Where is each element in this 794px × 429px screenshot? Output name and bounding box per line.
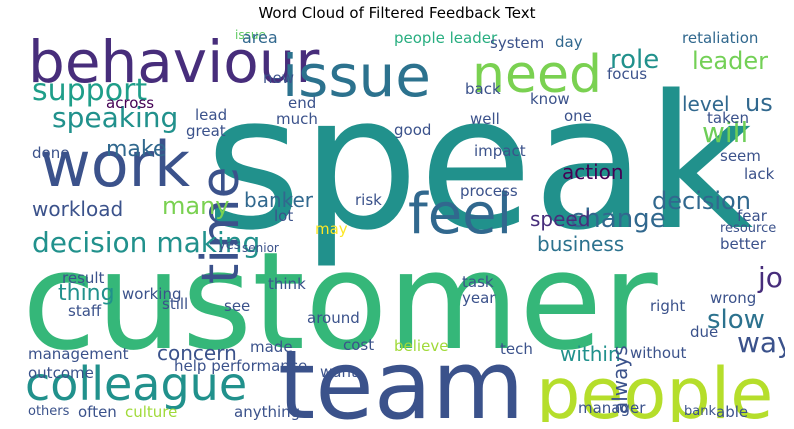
word-help-performance: help performance [174,357,308,375]
word-lack: lack [744,165,775,183]
word-focus: focus [607,65,648,83]
word-decision: decision [652,187,751,215]
word-management: management [28,345,129,363]
word-issue: issue [235,29,266,42]
word-process: process [460,182,518,200]
word-others: others [28,404,70,419]
word-will: will [702,116,749,149]
word-team: team [278,331,525,423]
word-able: able [716,403,749,421]
word-believe: believe [394,337,449,355]
word-right: right [650,297,686,315]
word-around: around [307,309,360,327]
word-banker: banker [244,188,314,212]
word-senior: senior [242,241,279,255]
word-risk: risk [355,191,382,209]
word-job: job [758,261,785,294]
word-lead: lead [195,106,228,124]
word-result: result [62,269,105,287]
word-day: day [555,33,583,51]
word-end: end [288,94,317,112]
word-people-leader: people leader [394,29,498,47]
word-wrong: wrong [710,289,757,307]
word-seem: seem [720,147,761,165]
word-anything: anything [234,403,301,421]
word-cloud: speak customer team people behaviour work issu… [10,29,785,422]
word-think: think [268,275,306,293]
word-support: support [32,73,148,108]
word-better: better [720,235,766,253]
word-great: great [186,122,226,140]
word-colleague: colleague [25,357,248,411]
word-across: across [106,94,155,112]
word-without: without [630,344,687,362]
word-concern: concern [157,341,237,365]
word-level: level [682,92,730,116]
word-change: change [570,204,666,234]
chart-title: Word Cloud of Filtered Feedback Text [258,4,536,22]
word-done: done [32,144,70,162]
word-within: within [560,342,621,366]
word-well: well [470,110,500,128]
word-need: need [472,45,602,105]
word-taken: taken [707,109,749,127]
word-thing: thing [58,281,115,306]
word-task: task [462,273,494,291]
word-make: make [106,137,167,162]
word-people: people [536,353,774,422]
word-work: work [40,128,191,201]
word-area: area [242,29,278,47]
word-due: due [690,323,719,341]
word-role: role [610,45,660,75]
word-way: way [737,326,785,359]
word-resource: resource [720,221,777,236]
word-bank: bank [684,404,716,419]
word-leader: leader [692,47,769,75]
word-speaking: speaking [52,101,179,134]
word-know: know [530,90,570,108]
word-fear: fear [737,207,767,225]
word-speed: speed [530,207,591,231]
word-staff: staff [68,302,102,320]
word-decision-making: decision making [32,226,261,259]
word-one: one [564,107,592,125]
word-retaliation: retaliation [682,29,759,47]
word-workload: workload [32,197,124,221]
word-much: much [276,110,318,128]
word-action: action [562,160,624,184]
word-back: back [465,80,501,98]
word-speak: speak [205,55,754,271]
word-culture: culture [125,403,178,421]
word-customer: customer [22,223,658,380]
word-lot: lot [274,207,294,225]
word-many: many [162,192,230,220]
word-impact: impact [474,142,526,160]
word-tech: tech [500,340,533,358]
word-cost: cost [343,336,375,354]
word-business: business [537,232,625,256]
word-outcome: outcome [28,364,94,382]
word-still: still [162,295,189,313]
word-feel: feel [408,182,513,247]
word-year: year [462,289,496,307]
word-manager: manager [578,399,646,417]
word-us: us [745,89,773,117]
word-made: made [250,338,293,356]
word-often: often [78,403,117,421]
word-may: may [315,220,348,238]
word-yes: yes [218,238,241,253]
word-issue: issue [282,42,431,110]
word-working: working [122,285,182,303]
word-system: system [490,34,545,52]
word-good: good [394,121,432,139]
word-behaviour: behaviour [28,29,320,96]
word-want: want [320,363,357,381]
word-slow: slow [707,305,765,335]
word-see: see [224,297,251,315]
word-new: new [263,69,295,87]
